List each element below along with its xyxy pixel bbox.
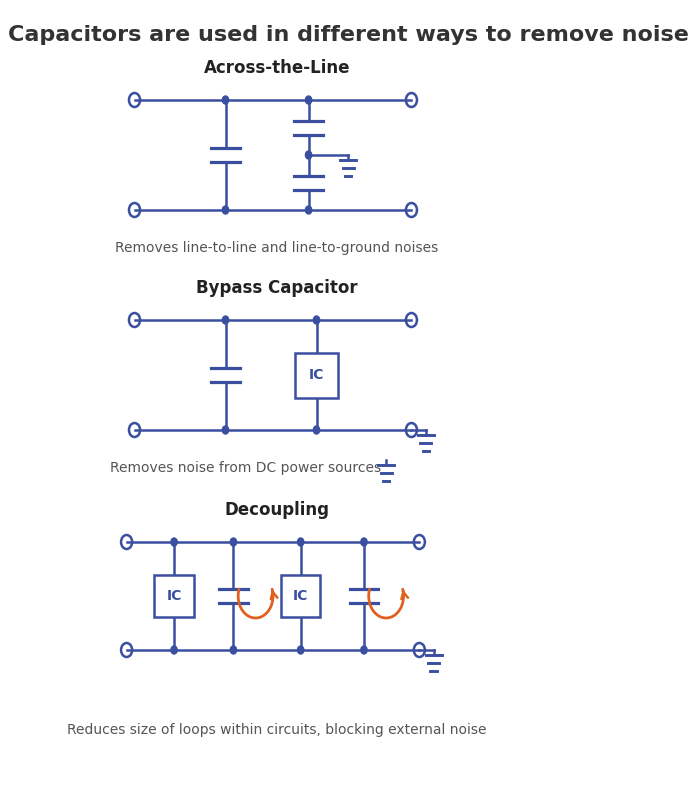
Bar <box>295 353 338 398</box>
Text: Removes noise from DC power sources: Removes noise from DC power sources <box>110 461 381 475</box>
Text: IC: IC <box>167 589 182 603</box>
Bar <box>281 575 321 617</box>
Text: Bypass Capacitor: Bypass Capacitor <box>196 279 358 297</box>
Text: IC: IC <box>309 368 324 382</box>
Circle shape <box>305 206 312 214</box>
Circle shape <box>230 646 237 654</box>
Circle shape <box>314 426 320 434</box>
Circle shape <box>360 538 367 546</box>
Text: IC: IC <box>293 589 309 603</box>
Circle shape <box>223 426 229 434</box>
Text: Decoupling: Decoupling <box>225 501 330 519</box>
Circle shape <box>305 151 312 159</box>
Text: Across-the-Line: Across-the-Line <box>204 59 350 77</box>
Circle shape <box>305 96 312 104</box>
Circle shape <box>298 646 304 654</box>
Circle shape <box>223 206 229 214</box>
Circle shape <box>223 96 229 104</box>
Circle shape <box>314 316 320 324</box>
Circle shape <box>298 538 304 546</box>
Text: Removes line-to-line and line-to-ground noises: Removes line-to-line and line-to-ground … <box>116 241 439 255</box>
Circle shape <box>171 646 177 654</box>
Text: Reduces size of loops within circuits, blocking external noise: Reduces size of loops within circuits, b… <box>67 723 486 737</box>
Circle shape <box>360 646 367 654</box>
Circle shape <box>223 316 229 324</box>
Circle shape <box>171 538 177 546</box>
Circle shape <box>230 538 237 546</box>
Bar <box>154 575 194 617</box>
Text: Capacitors are used in different ways to remove noise: Capacitors are used in different ways to… <box>8 25 689 45</box>
